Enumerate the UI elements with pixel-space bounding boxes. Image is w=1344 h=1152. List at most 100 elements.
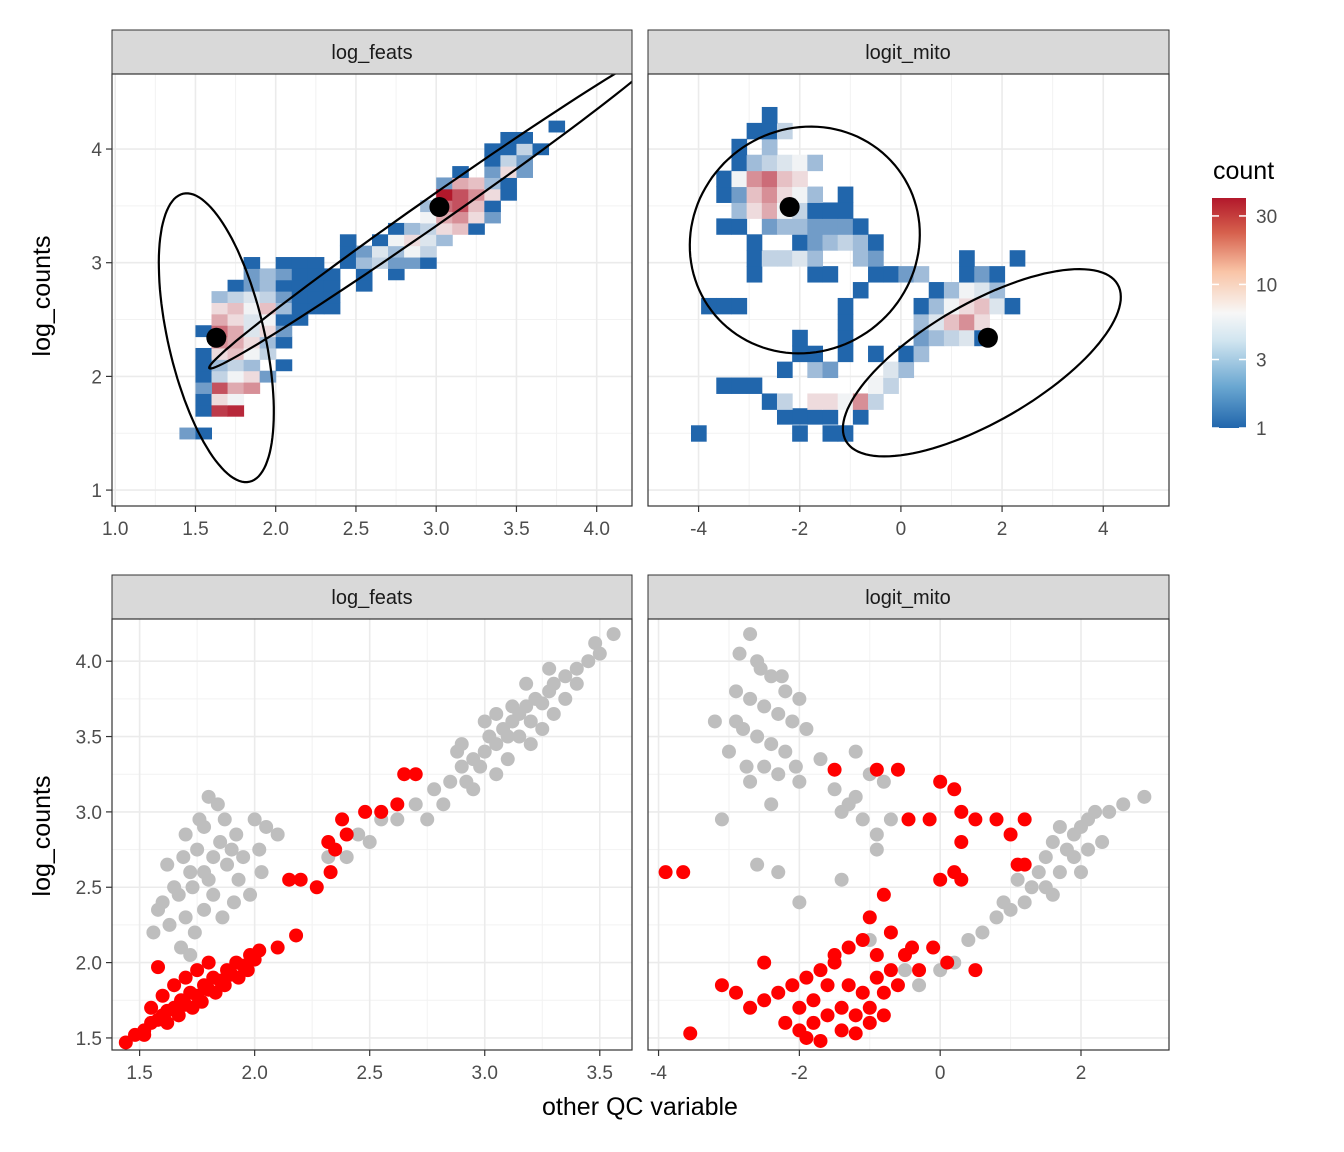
heatmap-tile — [227, 302, 245, 315]
heatmap-tile — [761, 250, 778, 267]
heatmap-tile — [837, 186, 854, 203]
heatmap-tile — [792, 329, 808, 347]
heatmap-tile — [420, 257, 437, 269]
normal-point — [778, 684, 793, 699]
heatmap-tile — [307, 257, 325, 269]
heatmap-tile — [259, 268, 277, 281]
heatmap-tile — [195, 382, 213, 394]
heatmap-tile — [339, 245, 357, 258]
cluster-center-point — [977, 327, 998, 348]
heatmap-tile — [500, 177, 517, 190]
outlier-point — [883, 925, 898, 940]
heatmap-tile — [807, 393, 824, 410]
x-tick-label: 4.0 — [583, 519, 609, 540]
outlier-point — [954, 835, 969, 850]
normal-point — [546, 706, 561, 721]
y-tick-label: 2.0 — [76, 954, 102, 975]
heatmap-tile — [195, 359, 213, 372]
normal-point — [792, 691, 807, 706]
normal-point — [1088, 804, 1103, 819]
heatmap-tile — [275, 359, 293, 372]
heatmap-tile — [761, 202, 778, 219]
heatmap-tile — [868, 393, 884, 410]
heatmap-tile — [355, 257, 373, 269]
normal-point — [855, 812, 870, 827]
heatmap-tile — [291, 257, 309, 269]
heatmap-tile — [275, 268, 293, 281]
heatmap-tile — [275, 325, 293, 338]
normal-point — [176, 850, 191, 865]
normal-point — [546, 676, 561, 691]
heatmap-tile — [211, 404, 229, 417]
heatmap-tile — [275, 336, 293, 349]
normal-point — [339, 850, 354, 865]
outlier-point — [940, 955, 955, 970]
heatmap-tile — [792, 250, 808, 267]
heatmap-tile — [323, 279, 341, 292]
outlier-point — [813, 1033, 828, 1048]
heatmap-tile — [716, 377, 732, 394]
normal-point — [1066, 850, 1081, 865]
normal-point — [259, 819, 274, 834]
heatmap-tile — [928, 282, 945, 299]
y-tick-label: 4 — [91, 140, 102, 161]
cluster-ellipse — [157, 192, 275, 484]
cluster-ellipses — [688, 125, 1122, 458]
heatmap-tile — [928, 297, 945, 315]
heatmap-tile — [275, 279, 293, 292]
heatmap-tile — [516, 154, 533, 167]
scatter-points — [658, 627, 1152, 1048]
heatmap-tile — [716, 170, 732, 188]
outlier-point — [757, 955, 772, 970]
outlier-point — [778, 1015, 793, 1030]
heatmap-tile — [420, 234, 437, 247]
heatmap-tile — [227, 291, 245, 304]
cluster-ellipse — [688, 125, 921, 355]
normal-point — [732, 646, 747, 661]
normal-point — [1137, 789, 1152, 804]
outlier-point — [799, 1030, 814, 1045]
normal-point — [771, 706, 786, 721]
outlier-point — [335, 812, 350, 827]
normal-point — [778, 744, 793, 759]
outlier-point — [869, 762, 884, 777]
normal-point — [1081, 842, 1096, 857]
normal-point — [217, 812, 232, 827]
heatmap-tile — [291, 268, 309, 281]
normal-point — [813, 752, 828, 767]
normal-point — [1116, 797, 1131, 812]
outlier-point — [160, 1015, 175, 1030]
outlier-point — [912, 963, 927, 978]
normal-point — [581, 654, 596, 669]
heatmap-tile — [500, 143, 517, 156]
heatmap-tile — [243, 257, 261, 269]
panel-frame — [111, 73, 633, 507]
normal-point — [996, 895, 1011, 910]
normal-point — [542, 661, 557, 676]
strip-background — [647, 29, 1170, 75]
heatmap-tile — [452, 200, 469, 213]
normal-point — [187, 925, 202, 940]
normal-point — [489, 767, 504, 782]
count-legend: count 1 3 10 30 — [1212, 157, 1277, 440]
heatmap-tile — [355, 279, 373, 292]
x-tick-label: 2.0 — [241, 1063, 267, 1084]
heatmap-tile — [323, 302, 341, 315]
cluster-center-point — [429, 197, 450, 218]
heatmap-tile — [746, 170, 763, 188]
normal-point — [362, 835, 377, 850]
heatmap-tile — [291, 302, 309, 315]
heatmap-tile — [776, 408, 793, 425]
normal-point — [1017, 895, 1032, 910]
x-tick-label: -2 — [791, 1063, 808, 1084]
heatmap-tile — [807, 202, 824, 219]
heatmap-tile — [807, 218, 824, 235]
outlier-point — [820, 978, 835, 993]
heatmap-tile — [731, 377, 748, 394]
normal-point — [1024, 880, 1039, 895]
heatmap-tile — [195, 347, 213, 360]
y-tick-label: 2.5 — [76, 878, 102, 899]
heatmap-tile — [259, 370, 277, 383]
heatmap-tile — [307, 268, 325, 281]
heatmap-tile — [807, 154, 824, 172]
